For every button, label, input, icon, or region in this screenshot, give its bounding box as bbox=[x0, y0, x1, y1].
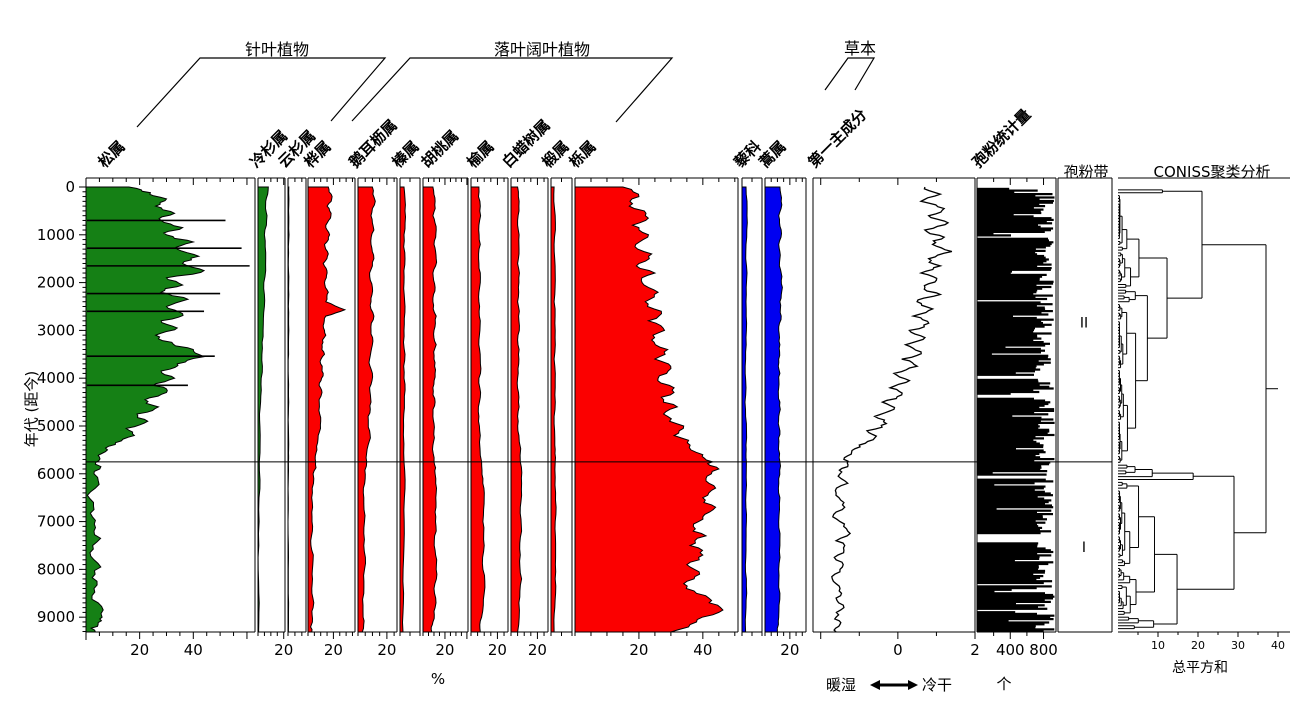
zone-label-II: II bbox=[1080, 316, 1088, 332]
coniss-title: CONISS聚类分析 bbox=[1153, 163, 1271, 181]
series-area-藜科 bbox=[741, 186, 748, 633]
y-tick-label: 0 bbox=[65, 178, 75, 196]
group-bracket-group_herb bbox=[824, 57, 876, 91]
x-tick-label: 20 bbox=[528, 641, 547, 659]
y-tick-label: 5000 bbox=[37, 417, 75, 435]
x-tick-label: 20 bbox=[780, 641, 799, 659]
group-bracket-group_broadleaf bbox=[351, 57, 674, 123]
coniss-tick-label: 10 bbox=[1151, 639, 1165, 652]
y-tick-label: 9000 bbox=[37, 608, 75, 626]
series-area-冷杉属 bbox=[257, 186, 269, 633]
count-tick-label: 400 bbox=[996, 641, 1025, 659]
percent-unit-label: % bbox=[430, 670, 446, 688]
count-tick-label: 800 bbox=[1029, 641, 1058, 659]
series-area-胡桃属 bbox=[422, 186, 438, 633]
x-tick-label: 20 bbox=[435, 641, 454, 659]
series-area-白蜡树属 bbox=[510, 186, 523, 633]
y-tick-label: 2000 bbox=[37, 274, 75, 292]
x-tick-label: 20 bbox=[274, 641, 293, 659]
warm-wet-label: 暖湿 bbox=[826, 676, 857, 694]
group-bracket-group_conifer bbox=[136, 57, 387, 128]
y-tick-label: 6000 bbox=[37, 465, 75, 483]
y-tick-label: 3000 bbox=[37, 321, 75, 339]
pc1-curve bbox=[831, 186, 953, 633]
series-area-云杉属 bbox=[287, 186, 290, 633]
group-header-broadleaf: 落叶阔叶植物 bbox=[493, 40, 591, 59]
cold-dry-label: 冷干 bbox=[922, 676, 953, 694]
coniss-tick-label: 20 bbox=[1191, 639, 1205, 652]
coniss-tick-label: 40 bbox=[1271, 639, 1285, 652]
y-tick-label: 1000 bbox=[37, 226, 75, 244]
zone-column-title: 孢粉带 bbox=[1063, 163, 1109, 181]
y-tick-label: 8000 bbox=[37, 560, 75, 578]
y-tick-label: 4000 bbox=[37, 369, 75, 387]
x-tick-label: 40 bbox=[693, 641, 712, 659]
pc1-tick-label: 2 bbox=[970, 641, 980, 659]
series-area-蒿属 bbox=[764, 186, 783, 633]
x-tick-label: 20 bbox=[130, 641, 149, 659]
x-tick-label: 40 bbox=[184, 641, 203, 659]
group-header-herb: 草本 bbox=[843, 39, 877, 58]
y-axis-title: 年代 (距今) bbox=[22, 370, 41, 448]
warm-cold-arrow bbox=[870, 677, 918, 696]
series-area-栎属 bbox=[574, 186, 724, 633]
x-tick-label: 20 bbox=[377, 641, 396, 659]
group-header-conifer: 针叶植物 bbox=[244, 40, 310, 59]
x-tick-label: 20 bbox=[629, 641, 648, 659]
series-area-桦属 bbox=[307, 186, 347, 633]
series-area-椴属 bbox=[550, 186, 557, 633]
series-area-松属 bbox=[85, 186, 206, 633]
x-tick-label: 20 bbox=[324, 641, 343, 659]
coniss-axis-label: 总平方和 bbox=[1172, 660, 1228, 676]
zone-label-I: I bbox=[1082, 540, 1086, 556]
series-area-榆属 bbox=[470, 186, 486, 633]
count-unit-label: 个 bbox=[996, 675, 1012, 693]
coniss-tick-label: 30 bbox=[1231, 639, 1245, 652]
y-tick-label: 7000 bbox=[37, 513, 75, 531]
pc1-tick-label: 0 bbox=[893, 641, 903, 659]
series-area-鹅耳枥属 bbox=[357, 186, 376, 633]
series-area-榛属 bbox=[399, 186, 407, 633]
x-tick-label: 20 bbox=[488, 641, 507, 659]
